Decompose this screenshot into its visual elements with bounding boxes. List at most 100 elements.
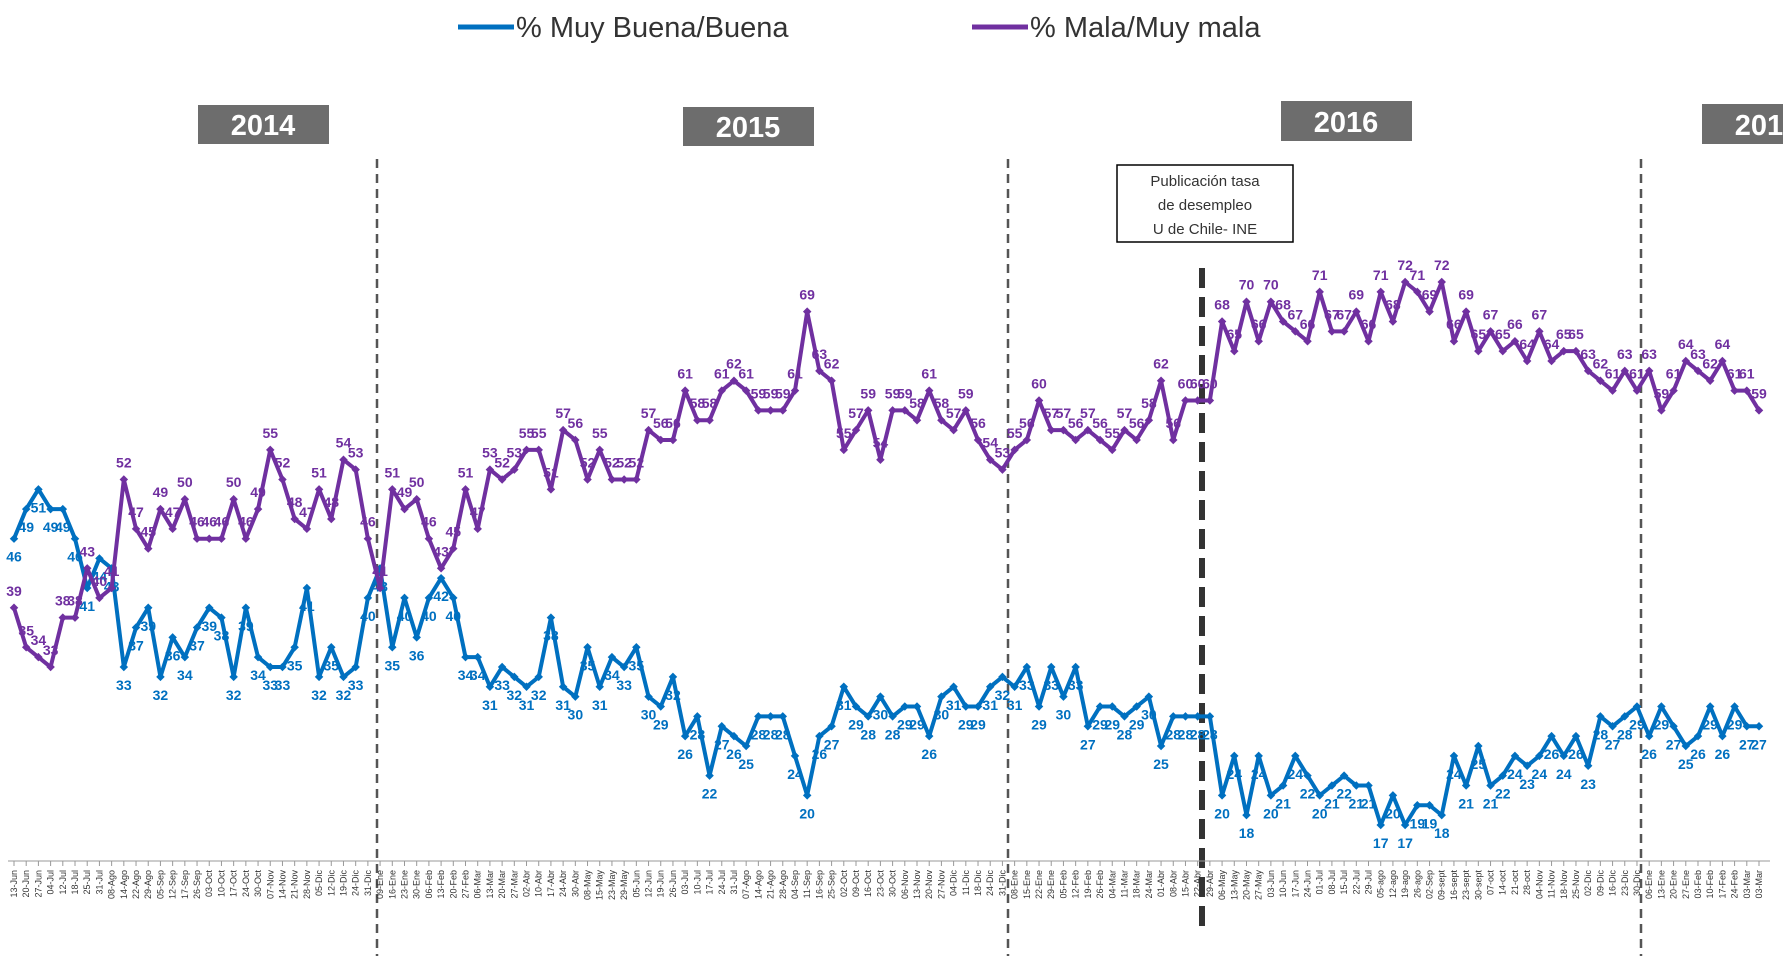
- data-label: 24: [1226, 766, 1242, 782]
- x-tick-label: 26-ago: [1412, 870, 1422, 898]
- data-label: 61: [921, 366, 937, 382]
- x-tick-label: 17-Abr: [546, 870, 556, 897]
- data-label: 64: [1715, 336, 1731, 352]
- x-tick-label: 02-Dic: [1583, 870, 1593, 897]
- data-label: 28: [1593, 726, 1609, 742]
- point: [924, 731, 934, 741]
- point: [717, 722, 727, 731]
- data-label: 63: [1641, 346, 1657, 362]
- x-tick-label: 09-sept: [1437, 870, 1447, 901]
- data-label: 31: [1007, 697, 1023, 713]
- data-label: 21: [1349, 796, 1365, 812]
- x-tick-label: 17-Oct: [229, 870, 239, 898]
- x-tick-label: 22-Ago: [131, 870, 141, 899]
- data-label: 56: [568, 415, 584, 431]
- data-label: 70: [1263, 277, 1279, 293]
- point: [1205, 712, 1215, 721]
- point: [1693, 731, 1703, 741]
- x-tick-label: 23-Oct: [875, 870, 885, 898]
- point: [766, 712, 775, 721]
- data-label: 30: [934, 707, 950, 723]
- data-label: 56: [1092, 415, 1108, 431]
- x-tick-label: 19-Feb: [1083, 870, 1093, 899]
- point: [1730, 702, 1739, 711]
- point: [998, 672, 1007, 682]
- data-label: 53: [348, 445, 364, 461]
- data-label: 28: [1178, 726, 1194, 742]
- x-tick-label: 29-May: [619, 870, 629, 901]
- data-label: 33: [43, 642, 59, 658]
- point: [1413, 287, 1422, 297]
- data-label: 31: [482, 697, 498, 713]
- data-label: 24: [787, 766, 803, 782]
- data-label: 32: [153, 687, 169, 703]
- data-label: 37: [128, 638, 144, 654]
- point: [1181, 396, 1190, 405]
- data-label: 59: [775, 385, 791, 401]
- point: [790, 751, 800, 761]
- data-label: 29: [1654, 717, 1670, 733]
- point: [1278, 317, 1288, 326]
- data-label: 59: [763, 385, 779, 401]
- x-tick-label: 14-Ago: [753, 870, 763, 899]
- data-label: 56: [1165, 415, 1181, 431]
- data-label: 51: [31, 499, 47, 515]
- data-label: 36: [409, 647, 425, 663]
- point: [1144, 415, 1154, 425]
- point: [985, 455, 995, 464]
- data-label: 34: [458, 667, 474, 683]
- data-label: 66: [1251, 316, 1267, 332]
- point: [595, 445, 604, 455]
- point: [888, 712, 897, 721]
- data-label: 29: [1727, 717, 1743, 733]
- x-tick-label: 31-Jul: [729, 870, 739, 895]
- data-label: 29: [958, 717, 974, 733]
- data-label: 19: [1422, 815, 1438, 831]
- data-label: 60: [1031, 375, 1047, 391]
- x-tick-label: 24-Dic: [985, 870, 995, 897]
- x-tick-label: 04-Dic: [949, 870, 959, 897]
- point: [473, 652, 482, 662]
- point: [1437, 277, 1446, 287]
- point: [1681, 741, 1691, 751]
- point: [1230, 751, 1239, 761]
- point: [729, 731, 739, 741]
- x-tick-label: 15-Jul: [1339, 870, 1349, 895]
- point: [400, 593, 409, 603]
- data-label: 31: [592, 697, 608, 713]
- data-label: 65: [1495, 326, 1511, 342]
- x-tick-label: 24-Oct: [241, 870, 251, 898]
- point: [1669, 722, 1678, 731]
- data-label: 55: [1104, 425, 1120, 441]
- point: [571, 435, 580, 445]
- point: [1291, 751, 1300, 761]
- data-label: 39: [238, 618, 254, 634]
- point: [1266, 297, 1276, 306]
- data-label: 41: [79, 598, 95, 614]
- point: [680, 386, 690, 395]
- data-label: 59: [860, 385, 876, 401]
- point: [1303, 771, 1312, 780]
- point: [302, 583, 312, 593]
- x-tick-label: 06-Mar: [473, 870, 483, 899]
- point: [119, 475, 129, 484]
- x-tick-label: 24-Dic: [351, 870, 361, 897]
- data-label: 25: [1678, 756, 1694, 772]
- x-tick-label: 06-Ene: [1644, 870, 1654, 899]
- point: [436, 573, 446, 583]
- x-tick-label: 22-Abr: [1193, 870, 1203, 897]
- point: [58, 504, 68, 514]
- data-label: 27: [1605, 736, 1621, 752]
- x-tick-label: 23-May: [607, 870, 617, 901]
- data-label: 61: [1629, 366, 1645, 382]
- data-label: 33: [494, 677, 510, 693]
- point: [497, 662, 507, 672]
- x-tick-label: 18-Dic: [973, 870, 983, 897]
- x-tick-label: 05-Sep: [155, 870, 165, 899]
- data-label: 33: [116, 677, 132, 693]
- x-tick-label: 07-Ago: [741, 870, 751, 899]
- x-tick-label: 03-Mar: [1754, 870, 1764, 899]
- point: [741, 386, 751, 395]
- point: [680, 731, 690, 741]
- point: [1400, 820, 1410, 830]
